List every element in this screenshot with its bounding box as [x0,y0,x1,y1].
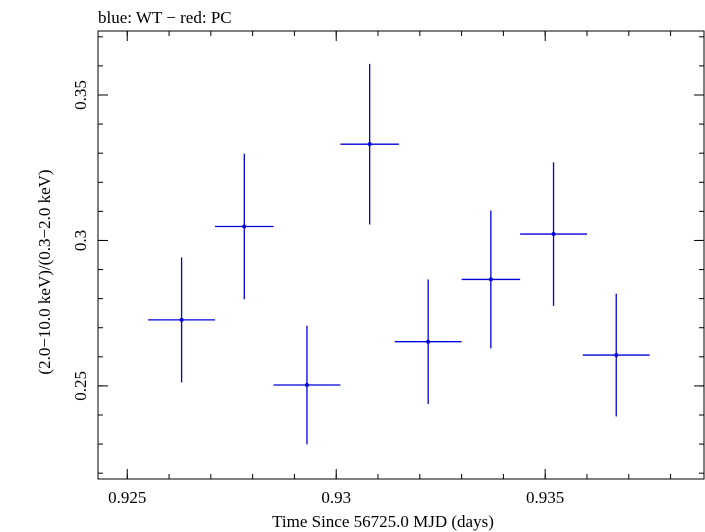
data-point [273,325,341,445]
x-tick-label: 0.93 [321,488,351,507]
data-point [394,279,462,404]
y-axis-label: (2.0−10.0 keV)/(0.3−2.0 keV) [35,169,54,374]
y-tick-label: 0.25 [71,371,90,401]
point-marker [426,339,431,344]
point-marker [367,142,372,147]
y-tick-labels: 0.25 0.3 0.35 [71,80,90,401]
point-marker [614,353,619,358]
data-point [582,293,650,417]
point-marker [242,224,247,229]
data-point [340,63,399,225]
data-points [148,63,650,445]
data-point [520,162,587,306]
data-point [461,210,521,349]
point-marker [179,317,184,322]
y-tick-label: 0.35 [71,80,90,110]
x-axis-label: Time Since 56725.0 MJD (days) [272,512,494,531]
x-tick-labels: 0.925 0.93 0.935 [108,488,564,507]
x-tick-label: 0.935 [526,488,564,507]
point-marker [488,277,493,282]
point-marker [551,232,556,237]
y-tick-label: 0.3 [71,230,90,251]
data-point [215,153,274,300]
point-marker [304,383,309,388]
x-tick-label: 0.925 [108,488,146,507]
data-point [148,257,216,383]
chart-title: blue: WT − red: PC [98,8,232,27]
plot-frame [97,30,705,480]
axis-ticks [98,31,704,479]
